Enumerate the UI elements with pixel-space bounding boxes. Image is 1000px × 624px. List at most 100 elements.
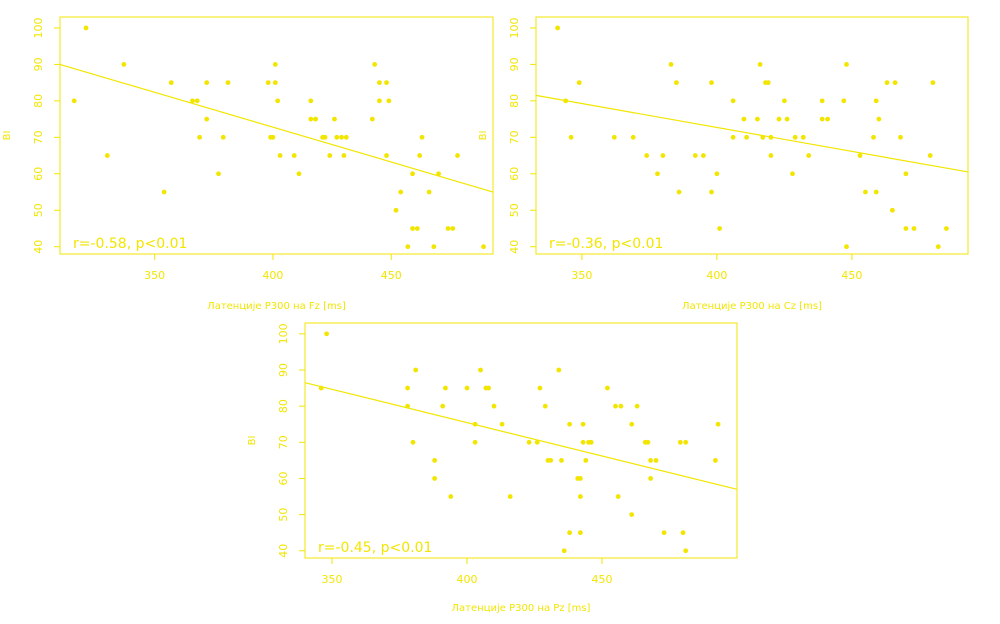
data-point bbox=[768, 134, 774, 140]
data-point bbox=[863, 189, 868, 195]
data-point bbox=[683, 439, 689, 445]
data-point bbox=[491, 403, 497, 409]
x-tick-label: 400 bbox=[262, 269, 283, 282]
data-point bbox=[555, 25, 560, 31]
data-point bbox=[220, 134, 226, 140]
x-axis-label: Латенције P300 на Fz [ms] bbox=[207, 300, 346, 312]
data-point bbox=[455, 153, 460, 158]
data-point bbox=[334, 134, 340, 140]
data-point bbox=[472, 421, 478, 427]
y-tick-label: 90 bbox=[508, 57, 521, 71]
data-point bbox=[556, 367, 562, 373]
x-tick-label: 350 bbox=[144, 269, 165, 282]
x-axis-label: Латенције P300 на Cz [ms] bbox=[682, 300, 822, 312]
data-point bbox=[410, 439, 416, 445]
data-point bbox=[384, 153, 389, 158]
data-point bbox=[613, 403, 618, 409]
data-point bbox=[871, 134, 876, 140]
data-point bbox=[944, 226, 949, 231]
data-point bbox=[507, 494, 513, 499]
data-point bbox=[884, 80, 890, 86]
data-point bbox=[414, 226, 420, 231]
data-point bbox=[275, 98, 281, 104]
data-point bbox=[873, 189, 879, 195]
data-point bbox=[680, 530, 686, 536]
y-tick-label: 60 bbox=[277, 471, 290, 485]
data-point bbox=[478, 367, 483, 373]
data-point bbox=[629, 512, 635, 518]
y-tick-label: 40 bbox=[32, 240, 45, 254]
plot-frame bbox=[304, 322, 738, 559]
y-tick-label: 100 bbox=[32, 17, 45, 38]
data-point bbox=[216, 171, 221, 177]
data-point bbox=[580, 439, 586, 445]
correlation-annotation: r=-0.58, p<0.01 bbox=[73, 236, 187, 252]
data-point bbox=[911, 226, 917, 231]
y-axis-label: BI bbox=[478, 131, 489, 141]
data-point bbox=[369, 116, 375, 122]
data-point bbox=[393, 207, 399, 213]
data-point bbox=[313, 116, 318, 122]
data-point bbox=[542, 403, 548, 409]
data-point bbox=[121, 62, 127, 67]
y-tick-label: 50 bbox=[508, 203, 521, 217]
data-point bbox=[436, 171, 441, 177]
data-point bbox=[443, 385, 448, 391]
x-tick-label: 350 bbox=[322, 573, 343, 586]
data-point bbox=[634, 403, 640, 409]
y-axis-label: BI bbox=[2, 131, 13, 141]
x-tick-label: 450 bbox=[592, 573, 613, 586]
data-point bbox=[760, 134, 766, 140]
data-point bbox=[548, 457, 554, 463]
data-point bbox=[701, 153, 706, 158]
data-point bbox=[481, 244, 486, 250]
data-point bbox=[168, 80, 174, 86]
data-point bbox=[410, 171, 415, 177]
data-point bbox=[576, 80, 582, 86]
data-point bbox=[713, 457, 718, 463]
data-point bbox=[605, 385, 610, 391]
data-point bbox=[272, 80, 278, 86]
data-point bbox=[717, 226, 722, 231]
data-point bbox=[204, 116, 210, 122]
data-point bbox=[204, 80, 210, 86]
x-axis-label: Латенције P300 на Pz [ms] bbox=[452, 602, 591, 614]
data-point bbox=[559, 457, 564, 463]
data-point bbox=[308, 116, 314, 122]
data-point bbox=[844, 244, 849, 250]
data-point bbox=[578, 530, 583, 536]
data-point bbox=[903, 226, 909, 231]
data-point bbox=[692, 153, 698, 158]
data-point bbox=[709, 189, 714, 195]
y-tick-label: 50 bbox=[277, 508, 290, 522]
data-point bbox=[644, 153, 650, 158]
data-point bbox=[197, 134, 203, 140]
data-point bbox=[730, 134, 736, 140]
data-point bbox=[792, 134, 798, 140]
data-point bbox=[629, 421, 635, 427]
data-point bbox=[660, 153, 666, 158]
data-point bbox=[648, 476, 653, 481]
data-point bbox=[431, 244, 437, 250]
data-point bbox=[800, 134, 806, 140]
y-tick-label: 60 bbox=[508, 167, 521, 181]
data-point bbox=[580, 421, 586, 427]
data-point bbox=[563, 98, 569, 104]
data-point bbox=[898, 134, 903, 140]
data-point bbox=[927, 153, 933, 158]
data-point bbox=[935, 244, 941, 250]
data-point bbox=[413, 367, 419, 373]
data-point bbox=[339, 134, 344, 140]
data-point bbox=[583, 457, 589, 463]
data-point bbox=[765, 80, 771, 86]
data-point bbox=[161, 189, 167, 195]
data-point bbox=[825, 116, 830, 122]
data-point bbox=[190, 98, 195, 104]
plot-frame bbox=[535, 16, 969, 255]
data-point bbox=[265, 80, 271, 86]
data-point bbox=[405, 244, 411, 250]
y-tick-label: 100 bbox=[508, 17, 521, 38]
data-point bbox=[790, 171, 795, 177]
data-point bbox=[892, 80, 898, 86]
